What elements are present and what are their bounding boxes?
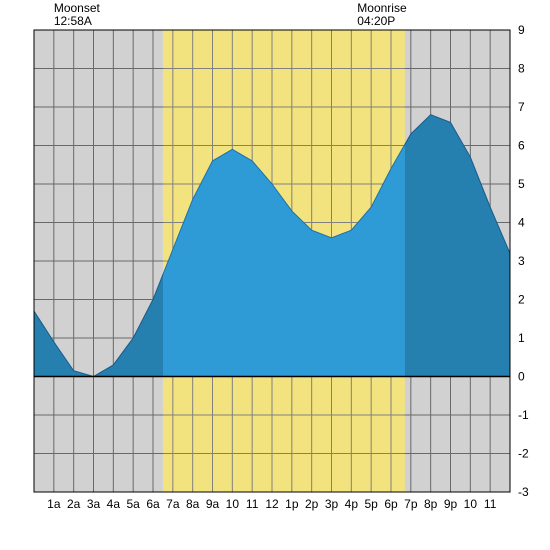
x-tick-label: 6p xyxy=(384,497,398,511)
x-tick-label: 2p xyxy=(305,497,319,511)
x-tick-label: 10 xyxy=(226,497,240,511)
x-tick-label: 1p xyxy=(285,497,299,511)
tide-chart: -3-2-101234567891a2a3a4a5a6a7a8a9a101112… xyxy=(0,0,550,550)
x-tick-label: 2a xyxy=(67,497,81,511)
y-tick-label: 5 xyxy=(518,177,525,191)
x-tick-label: 7a xyxy=(166,497,180,511)
y-tick-label: 0 xyxy=(518,370,525,384)
moonset-title: Moonset xyxy=(54,1,101,15)
x-tick-label: 5a xyxy=(126,497,140,511)
x-tick-label: 11 xyxy=(484,497,497,511)
y-tick-label: -1 xyxy=(518,408,529,422)
y-tick-label: 6 xyxy=(518,139,525,153)
x-tick-label: 4a xyxy=(107,497,121,511)
x-tick-label: 4p xyxy=(345,497,359,511)
y-tick-label: -3 xyxy=(518,485,529,499)
x-tick-label: 9a xyxy=(206,497,220,511)
y-tick-label: 7 xyxy=(518,100,525,114)
x-tick-label: 9p xyxy=(444,497,458,511)
y-tick-label: 2 xyxy=(518,293,525,307)
y-tick-label: 9 xyxy=(518,23,525,37)
chart-svg: -3-2-101234567891a2a3a4a5a6a7a8a9a101112… xyxy=(0,0,550,550)
x-tick-label: 12 xyxy=(265,497,279,511)
x-tick-label: 7p xyxy=(404,497,418,511)
y-tick-label: 3 xyxy=(518,254,525,268)
y-tick-label: 4 xyxy=(518,216,525,230)
x-tick-label: 8p xyxy=(424,497,438,511)
moonrise-time: 04:20P xyxy=(357,14,395,28)
x-tick-label: 8a xyxy=(186,497,200,511)
moonset-time: 12:58A xyxy=(54,14,92,28)
x-tick-label: 3a xyxy=(87,497,101,511)
moonrise-title: Moonrise xyxy=(357,1,407,15)
x-tick-label: 11 xyxy=(246,497,259,511)
y-tick-label: -2 xyxy=(518,447,529,461)
x-tick-label: 10 xyxy=(464,497,478,511)
y-tick-label: 1 xyxy=(518,331,525,345)
x-tick-label: 3p xyxy=(325,497,339,511)
x-tick-label: 1a xyxy=(47,497,61,511)
y-tick-label: 8 xyxy=(518,62,525,76)
x-tick-label: 6a xyxy=(146,497,160,511)
x-tick-label: 5p xyxy=(364,497,378,511)
